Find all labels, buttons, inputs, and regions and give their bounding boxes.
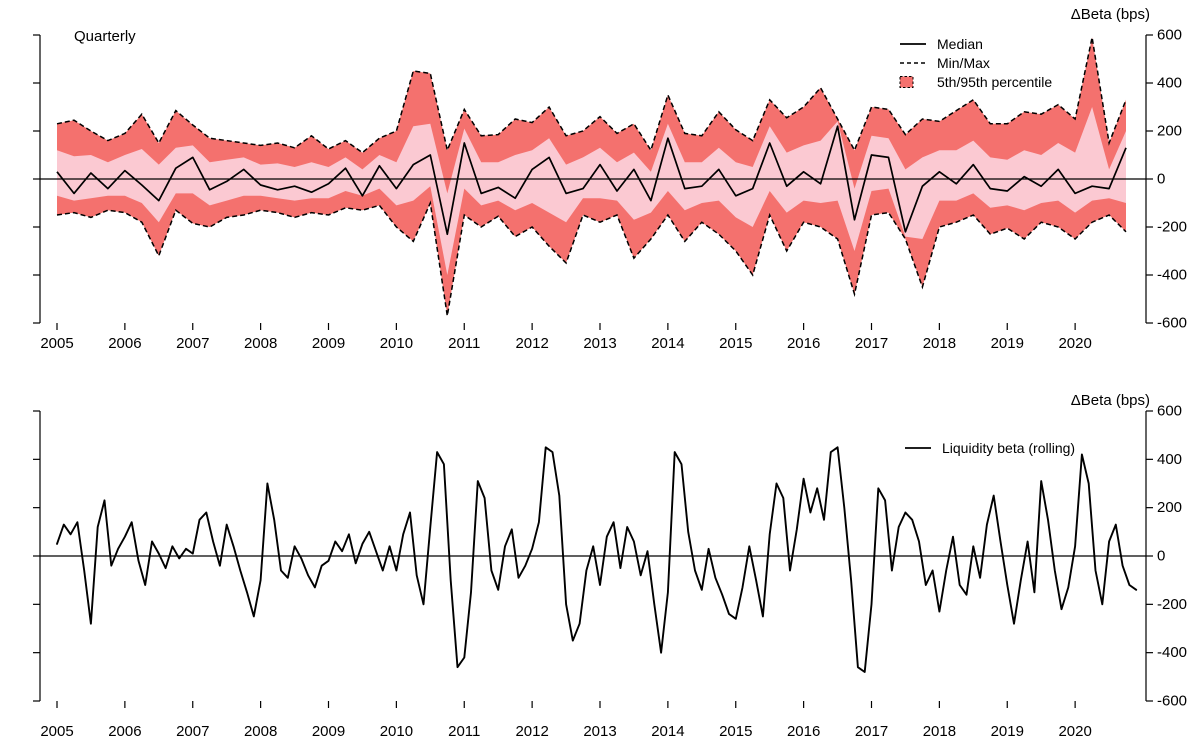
y-tick-label: 200 xyxy=(1157,123,1182,140)
x-tick-label: 2019 xyxy=(991,335,1024,352)
x-tick-label: 2019 xyxy=(991,723,1024,740)
x-tick-label: 2018 xyxy=(923,335,956,352)
liquidity-beta-line xyxy=(56,446,1138,673)
min-line xyxy=(56,200,1127,316)
x-tick-label: 2013 xyxy=(583,335,616,352)
x-tick-label: 2009 xyxy=(312,723,345,740)
legend-label-percentile: 5th/95th percentile xyxy=(937,74,1053,90)
x-tick-label: 2020 xyxy=(1058,723,1091,740)
y-tick-label: 0 xyxy=(1157,548,1165,565)
y-tick-label: 0 xyxy=(1157,171,1165,188)
percentile-band xyxy=(57,107,1126,275)
x-tick-label: 2014 xyxy=(651,335,684,352)
x-tick-label: 2017 xyxy=(855,335,888,352)
legend-item-median: Median xyxy=(898,36,1052,52)
x-tick-label: 2015 xyxy=(719,723,752,740)
legend-item-minmax: Min/Max xyxy=(898,55,1052,71)
x-tick-label: 2006 xyxy=(108,335,141,352)
y-tick-label: -400 xyxy=(1157,267,1187,284)
x-tick-label: 2016 xyxy=(787,723,820,740)
x-tick-label: 2010 xyxy=(380,335,413,352)
x-tick-label: 2007 xyxy=(176,335,209,352)
x-tick-label: 2015 xyxy=(719,335,752,352)
liquidity-beta-line-swatch-icon xyxy=(905,447,931,449)
legend-bottom: Liquidity beta (rolling) xyxy=(903,440,1075,456)
y-tick-label: 400 xyxy=(1157,75,1182,92)
x-tick-label: 2020 xyxy=(1058,335,1091,352)
y-axis-unit-label-top: ΔBeta (bps) xyxy=(1070,6,1150,23)
x-tick-label: 2007 xyxy=(176,723,209,740)
x-tick-label: 2012 xyxy=(515,335,548,352)
legend-label-median: Median xyxy=(937,36,983,52)
y-tick-label: 600 xyxy=(1157,27,1182,44)
x-tick-label: 2017 xyxy=(855,723,888,740)
legend-item-liquidity-beta: Liquidity beta (rolling) xyxy=(903,440,1075,456)
y-tick-label: 200 xyxy=(1157,499,1182,516)
legend-label-liquidity-beta: Liquidity beta (rolling) xyxy=(942,440,1076,456)
y-tick-label: -600 xyxy=(1157,315,1187,332)
x-tick-label: 2010 xyxy=(380,723,413,740)
max-line xyxy=(56,37,1127,154)
x-tick-label: 2018 xyxy=(923,723,956,740)
x-tick-label: 2008 xyxy=(244,723,277,740)
y-tick-label: -400 xyxy=(1157,644,1187,661)
x-tick-label: 2005 xyxy=(40,335,73,352)
y-tick-label: -200 xyxy=(1157,219,1187,236)
x-tick-label: 2008 xyxy=(244,335,277,352)
x-tick-label: 2012 xyxy=(515,723,548,740)
y-tick-label: -200 xyxy=(1157,596,1187,613)
x-tick-label: 2011 xyxy=(448,335,480,352)
y-axis-unit-label-bottom: ΔBeta (bps) xyxy=(1070,392,1150,409)
legend-item-percentile: 5th/95th percentile xyxy=(898,74,1052,90)
percentile-swatch-rect xyxy=(899,76,914,88)
x-tick-label: 2014 xyxy=(651,723,684,740)
x-tick-label: 2013 xyxy=(583,723,616,740)
y-tick-label: -600 xyxy=(1157,693,1187,710)
y-tick-label: 600 xyxy=(1157,403,1182,420)
legend-label-minmax: Min/Max xyxy=(937,55,990,71)
x-tick-label: 2006 xyxy=(108,723,141,740)
median-line-swatch-icon xyxy=(900,43,926,45)
percentile-band-swatch-icon xyxy=(899,76,914,88)
legend-top: Median Min/Max 5th/95th percentile xyxy=(898,36,1052,90)
x-tick-label: 2011 xyxy=(448,723,480,740)
median-line xyxy=(56,125,1127,236)
minmax-line-swatch-icon xyxy=(900,62,926,64)
panel-label-quarterly: Quarterly xyxy=(74,28,136,45)
y-tick-label: 400 xyxy=(1157,451,1182,468)
x-tick-label: 2009 xyxy=(312,335,345,352)
x-tick-label: 2016 xyxy=(787,335,820,352)
x-tick-label: 2005 xyxy=(40,723,73,740)
